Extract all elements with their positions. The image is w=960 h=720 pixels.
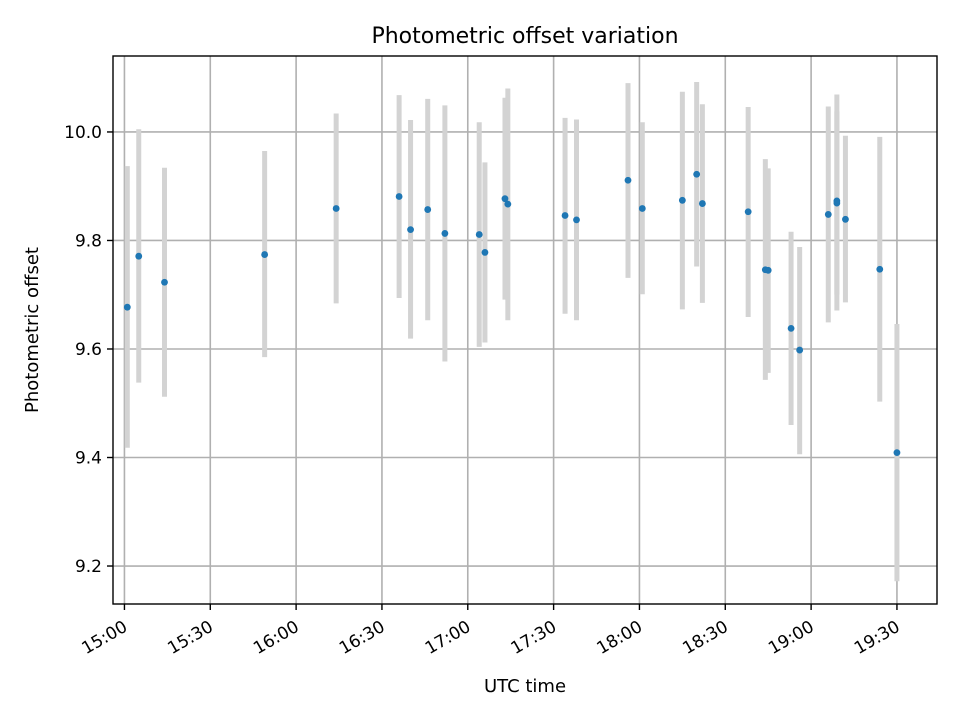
x-tick-label: 15:00 — [79, 617, 131, 659]
data-point — [395, 193, 403, 200]
x-axis-label: UTC time — [484, 676, 566, 697]
data-point — [624, 176, 632, 184]
x-tick-label: 17:30 — [508, 617, 560, 659]
data-point — [824, 211, 832, 218]
data-point — [893, 449, 901, 457]
data-point — [764, 266, 772, 274]
chart-title: Photometric offset variation — [371, 24, 678, 49]
data-point — [441, 230, 449, 237]
data-point — [796, 346, 804, 354]
data-point — [135, 252, 143, 260]
x-tick-label: 16:30 — [336, 617, 388, 659]
data-point — [678, 196, 686, 204]
data-point — [161, 278, 168, 286]
x-tick-label: 19:30 — [851, 617, 903, 659]
data-point — [261, 251, 269, 258]
data-point — [842, 215, 849, 223]
data-point — [876, 265, 884, 273]
data-point — [407, 226, 414, 234]
errorbar-layer — [124, 82, 900, 582]
y-tick-label: 9.8 — [75, 231, 102, 251]
y-tick-label: 9.2 — [75, 557, 102, 577]
data-point — [501, 195, 509, 203]
data-point — [475, 231, 483, 238]
grid-layer — [113, 56, 937, 604]
data-point — [123, 303, 131, 311]
y-axis-label: Photometric offset — [22, 247, 43, 413]
data-point — [698, 200, 706, 207]
y-tick-label: 9.4 — [75, 449, 102, 469]
data-point — [787, 324, 795, 332]
plot-frame — [112, 55, 938, 605]
data-point — [744, 208, 752, 216]
data-point — [833, 199, 841, 207]
x-tick-label: 19:00 — [765, 617, 817, 659]
data-point — [573, 216, 580, 224]
point-layer — [123, 170, 901, 457]
data-point — [638, 205, 646, 212]
y-tick-label: 9.6 — [75, 340, 102, 360]
data-point — [424, 206, 432, 213]
x-tick-label: 17:00 — [422, 617, 474, 659]
x-tick-label: 15:30 — [164, 617, 216, 659]
y-tick-label: 10.0 — [64, 123, 102, 143]
data-point — [693, 170, 701, 178]
x-tick-label: 18:30 — [679, 617, 731, 659]
data-point — [504, 200, 512, 208]
x-tick-label: 16:00 — [250, 617, 302, 659]
x-tick-label: 18:00 — [594, 617, 646, 659]
data-point — [561, 212, 569, 219]
data-point — [481, 249, 489, 256]
data-point — [332, 205, 340, 212]
